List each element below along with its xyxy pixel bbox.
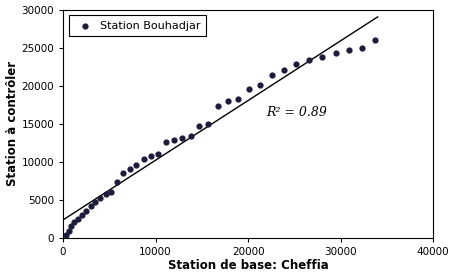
Station Bouhadjar [306,58,313,63]
Station Bouhadjar [62,232,70,237]
Station Bouhadjar [179,136,186,140]
Station Bouhadjar [234,96,242,101]
Station Bouhadjar [371,38,379,42]
Station Bouhadjar [224,99,232,103]
Station Bouhadjar [358,46,365,51]
Station Bouhadjar [187,133,194,138]
Station Bouhadjar [140,157,147,162]
Station Bouhadjar [71,220,78,225]
Text: R² = 0.89: R² = 0.89 [267,106,328,119]
Station Bouhadjar [78,213,85,217]
Station Bouhadjar [92,200,99,204]
Station Bouhadjar [87,204,95,209]
Station Bouhadjar [332,51,339,55]
Station Bouhadjar [83,209,90,213]
Station Bouhadjar [245,86,253,91]
Station Bouhadjar [196,124,203,128]
Legend: Station Bouhadjar: Station Bouhadjar [69,15,206,36]
Station Bouhadjar [132,163,140,168]
Station Bouhadjar [102,192,109,197]
Station Bouhadjar [214,104,221,108]
Station Bouhadjar [107,190,115,194]
X-axis label: Station de base: Cheffia: Station de base: Cheffia [168,259,329,272]
Station Bouhadjar [96,196,104,200]
Y-axis label: Station à contrôler: Station à contrôler [5,61,19,186]
Station Bouhadjar [268,73,276,77]
Station Bouhadjar [113,180,121,184]
Station Bouhadjar [318,54,326,59]
Station Bouhadjar [281,68,288,73]
Station Bouhadjar [147,154,155,158]
Station Bouhadjar [155,152,162,156]
Station Bouhadjar [205,122,212,126]
Station Bouhadjar [74,216,81,221]
Station Bouhadjar [126,167,133,172]
Station Bouhadjar [162,140,169,144]
Station Bouhadjar [345,48,353,52]
Station Bouhadjar [68,224,75,229]
Station Bouhadjar [257,83,264,87]
Station Bouhadjar [293,62,300,66]
Station Bouhadjar [171,137,178,142]
Station Bouhadjar [65,229,72,233]
Station Bouhadjar [120,171,127,175]
